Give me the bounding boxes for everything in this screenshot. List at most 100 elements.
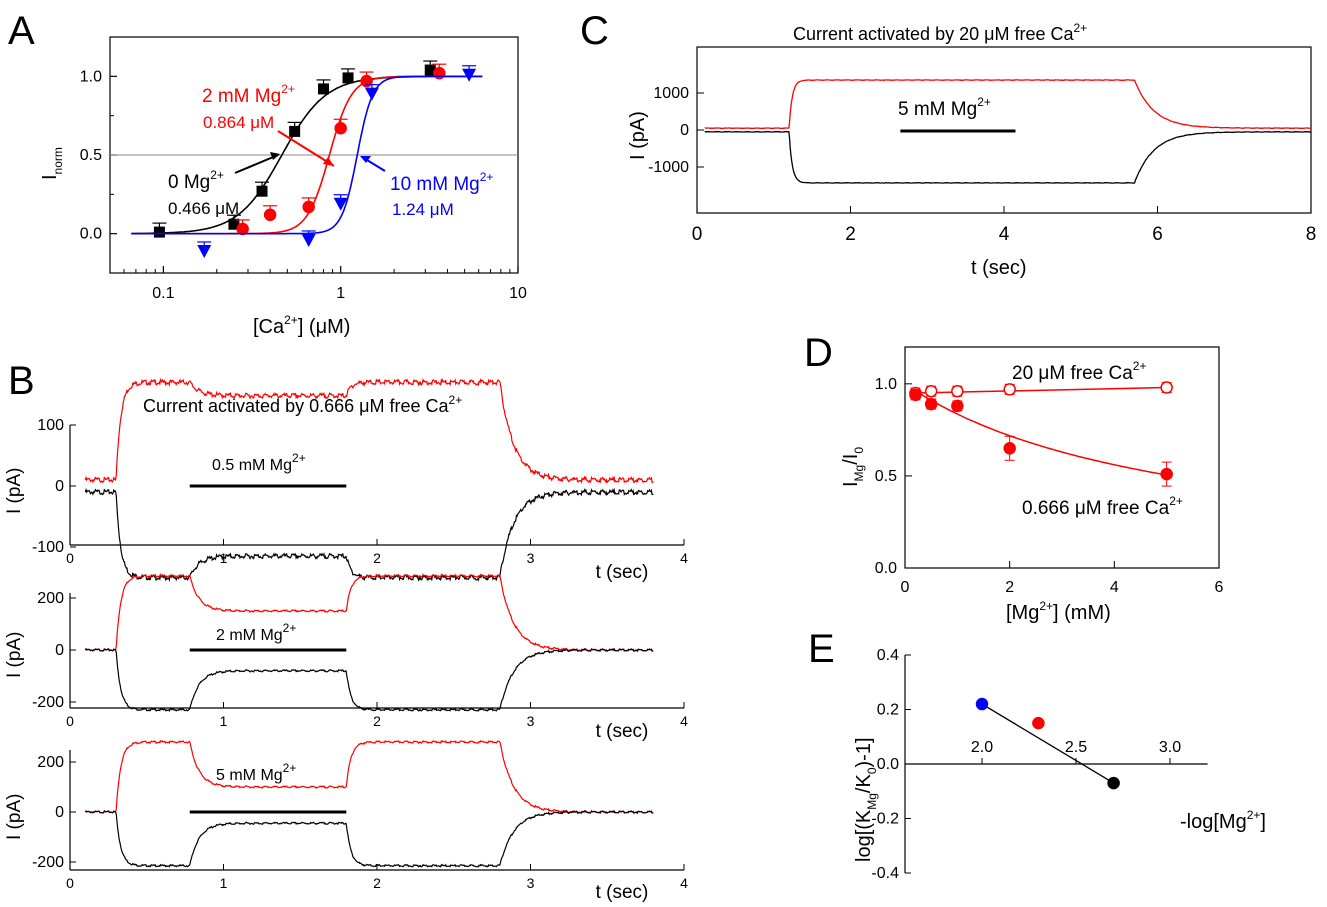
panel-a-point (462, 68, 477, 82)
panel-d-point (1003, 442, 1016, 455)
panel-c-trace-black (704, 130, 1312, 184)
panel-e-ytick-label: 0.2 (877, 702, 899, 719)
panel-a-point (228, 218, 240, 230)
panel-d-label-20um: 20 μM free Ca2+ (1012, 359, 1146, 384)
panel-a-ytick-label: 0.0 (80, 226, 102, 243)
panel-a-point (334, 122, 347, 135)
panel-c-xtick-label: 4 (999, 224, 1010, 245)
panel-a-ytick-label: 1.0 (80, 68, 102, 85)
panel-c-chart: 0 2 4 6 8 -1000 0 1000 5 mM Mg2+ t (sec) I (pA) (627, 46, 1316, 279)
panel-d-frame (904, 346, 1220, 569)
annot-0-mg: 0 Mg2+ (168, 168, 224, 193)
panel-d-ylabel: IMg/I0 (840, 447, 866, 487)
panel-d-point (1160, 467, 1173, 481)
panel-e-ytick-label: 0.0 (877, 756, 899, 773)
panel-b-letter: B (8, 359, 35, 403)
panel-b-xtick-label: 2 (373, 875, 381, 891)
annot-2mm-mg: 2 mM Mg2+ (202, 82, 295, 107)
panel-d-point (951, 384, 964, 398)
panel-d-label-0666um: 0.666 μM free Ca2+ (1022, 494, 1183, 519)
panel-d-point (1003, 383, 1016, 396)
panel-b-ytick-label: -200 (32, 694, 64, 711)
panel-c-title: Current activated by 20 μM free Ca2+ (793, 21, 1087, 44)
panel-a-point (197, 244, 212, 258)
panel-a-point (236, 222, 249, 236)
panel-d-point (909, 388, 922, 402)
panel-c-letter: C (580, 9, 609, 53)
annot-2mm-ec50: 0.864 μM (203, 113, 274, 132)
panel-b-mg-label: 5 mM Mg2+ (216, 761, 296, 784)
panel-a-letter: A (8, 9, 35, 53)
panel-b-ytick-label: -200 (32, 854, 64, 871)
panel-b-ylabel: I (pA) (4, 468, 25, 514)
panel-b-xtick-label: 2 (373, 550, 381, 566)
panel-a-ytick-label: 0.5 (80, 147, 102, 164)
panel-b-ytick-label: -100 (32, 539, 64, 556)
panel-a-point (256, 185, 268, 197)
panel-b-ylabel: I (pA) (4, 794, 25, 840)
panel-a-xtick-label: 0.1 (152, 285, 174, 302)
panel-b-xtick-label: 1 (220, 713, 228, 729)
panel-b-xtick-label: 3 (527, 713, 535, 729)
panel-c-xtick-label: 2 (845, 224, 856, 245)
panel-a-point (333, 197, 348, 211)
panel-b-trace-black (84, 647, 654, 712)
panel-d-fit-0666um (915, 390, 1167, 476)
panel-a-chart: 0.1 1 10 0.0 0.5 1.0 [Ca2+] (μM) Inorm 2 mM M… (39, 36, 527, 338)
panel-d-xtick-label: 2 (1005, 579, 1014, 596)
panel-e-ylabel: log[(KMg/K0)-1] (853, 737, 879, 862)
annot-2mm-arrowhead (323, 157, 334, 166)
panel-a-point (263, 208, 277, 222)
panel-a-point (342, 72, 354, 84)
panel-d-xtick-label: 6 (1215, 579, 1224, 596)
panel-b-ytick-label: 0 (55, 642, 64, 659)
annot-0-arrow (234, 154, 279, 174)
panel-e-letter: E (808, 627, 835, 671)
panel-a-xlabel: [Ca2+] (μM) (253, 313, 350, 338)
annot-10mm-mg: 10 mM Mg2+ (390, 170, 493, 195)
panel-a-point (302, 200, 315, 214)
panel-a-point (301, 233, 316, 247)
panel-c-trace-red (704, 79, 1312, 130)
panel-a-point (424, 64, 436, 76)
panel-c-ytick-label: 0 (680, 122, 689, 139)
panel-a-xtick-label: 10 (509, 285, 527, 302)
panel-d-ytick-label: 1.0 (875, 376, 897, 393)
panel-b-mg-label: 0.5 mM Mg2+ (212, 451, 306, 474)
panel-b-xtick-label: 0 (66, 713, 74, 729)
panel-a-point (289, 125, 301, 137)
panel-b-xtick-label: 4 (680, 875, 688, 891)
panel-c-xlabel: t (sec) (971, 257, 1027, 279)
panel-d-point (924, 384, 938, 398)
panel-d-ytick-label: 0.0 (875, 560, 897, 577)
panel-e-fit-line (981, 703, 1114, 784)
panel-a-point (153, 226, 165, 238)
panel-c-xtick-label: 6 (1152, 224, 1163, 245)
panel-b-trace-red (84, 377, 654, 484)
panel-e-point (1032, 716, 1045, 730)
panel-d-chart: 0 2 4 6 0.0 0.5 1.0 20 μM free Ca2+ 0.666 μM f… (840, 346, 1224, 624)
panel-d-point (1160, 381, 1173, 394)
panel-c-ytick-label: -1000 (648, 159, 689, 176)
panel-b-mg-label: 2 mM Mg2+ (216, 621, 296, 644)
panel-b-trace-red (84, 739, 654, 815)
annot-0-arrowhead (270, 152, 280, 160)
panel-c-ylabel: I (pA) (627, 111, 649, 160)
panel-d-point (951, 399, 964, 413)
annot-0-ec50: 0.466 μM (168, 199, 239, 218)
panel-b-ylabel: I (pA) (4, 632, 25, 678)
panel-b-ytick-label: 0 (55, 478, 64, 495)
panel-e-xtick-label: 3.0 (1159, 739, 1181, 756)
panel-b-xtick-label: 4 (680, 713, 688, 729)
panel-e-point (1107, 776, 1120, 790)
panel-e-xtick-label: 2.0 (971, 739, 993, 756)
panel-a-ylabel: Inorm (39, 147, 65, 180)
panel-c-xtick-label: 0 (692, 224, 703, 245)
annot-10mm-ec50: 1.24 μM (392, 200, 454, 219)
panel-e-point (975, 697, 989, 711)
panel-c-ytick-label: 1000 (653, 85, 689, 102)
panel-e-xlabel: -log[Mg2+] (1180, 808, 1266, 833)
panel-b-ytick-label: 0 (55, 804, 64, 821)
